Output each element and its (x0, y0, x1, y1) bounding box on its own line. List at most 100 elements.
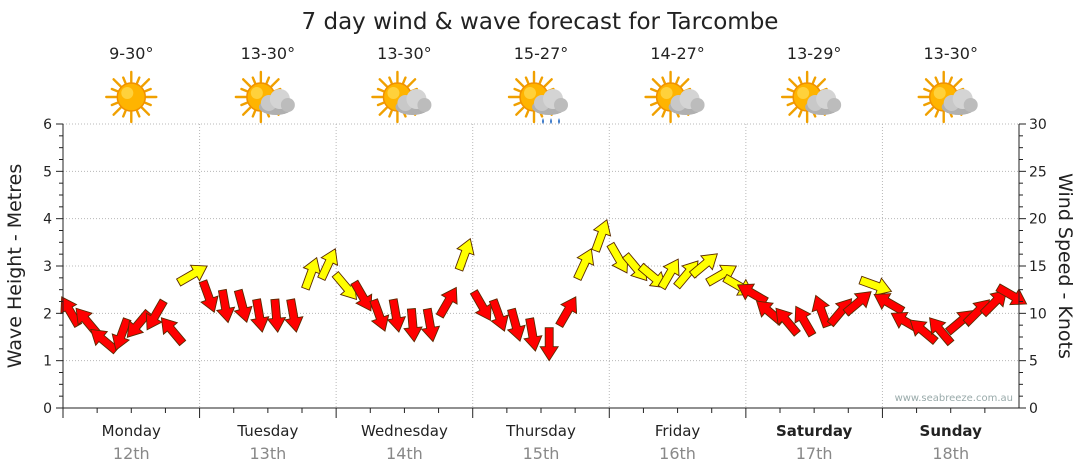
temp-label: 13-30° (241, 44, 296, 63)
wind-arrow-shape (539, 327, 560, 362)
wind-arrow (90, 328, 120, 355)
sun-ray (788, 106, 798, 116)
sun-ray (401, 76, 407, 85)
sun-ray (143, 87, 152, 93)
sun-ray (953, 78, 963, 88)
sun-ray (241, 106, 252, 116)
wind-arrow (688, 253, 718, 279)
wind-arrow (573, 248, 595, 281)
wind-arrow (111, 317, 132, 351)
temp-label: 9-30° (109, 44, 153, 63)
sun-ray (543, 78, 553, 88)
wind-arrow (454, 237, 475, 272)
sun-highlight (660, 87, 673, 99)
left-tick-label: 1 (43, 354, 52, 370)
right-axis-label: Wind Speed - Knots (1054, 173, 1076, 359)
left-tick-label: 4 (43, 212, 52, 228)
date-label: 17th (796, 444, 833, 463)
sun-cloud-icon (780, 70, 842, 124)
wind-arrow (591, 218, 612, 253)
right-tick-label: 5 (1029, 354, 1038, 370)
sun-ray (122, 109, 127, 118)
wind-arrow (250, 298, 270, 333)
wind-arrow-shape (794, 305, 817, 338)
wind-arrow-shape (637, 262, 667, 289)
wind-arrow-shape (284, 298, 304, 333)
sun-ray (934, 109, 940, 118)
day-label: Thursday (505, 422, 576, 440)
sun-ray (679, 78, 690, 88)
date-label: 16th (659, 444, 696, 463)
date-label: 13th (249, 444, 286, 463)
right-tick-label: 30 (1029, 117, 1047, 133)
temp-label: 13-30° (923, 44, 978, 63)
sun-ray (651, 78, 662, 88)
sun-ray (649, 101, 658, 107)
wind-arrow-shape (811, 294, 832, 329)
left-tick-label: 2 (43, 306, 52, 322)
sun-cloud-icon (371, 70, 432, 124)
date-label: 12th (113, 444, 150, 463)
wind-arrow (233, 288, 253, 324)
left-tick-label: 6 (43, 117, 52, 133)
sun-ray (811, 76, 817, 85)
wind-arrow-shape (266, 298, 287, 334)
sun-highlight (387, 87, 400, 99)
wind-arrow-shape (929, 317, 955, 347)
wind-arrow (736, 283, 769, 306)
day-label: Monday (102, 422, 161, 440)
sun-ray (240, 101, 249, 107)
wind-arrow (350, 279, 373, 312)
sun-ray (651, 106, 662, 116)
sun-ray (797, 76, 803, 85)
wind-arrow (539, 327, 560, 362)
wind-arrow-shape (111, 317, 132, 351)
sun-ray (923, 87, 932, 93)
wind-arrow-shape (403, 308, 423, 343)
sun-ray (924, 106, 935, 116)
wind-arrow-shape (979, 289, 1008, 318)
sun-ray (661, 109, 667, 118)
wind-arrow (842, 291, 872, 317)
right-tick-label: 15 (1029, 259, 1047, 275)
wind-arrow (284, 298, 304, 333)
wind-arrow (929, 317, 955, 347)
sun-icon (105, 70, 158, 124)
wind-arrow-shape (555, 296, 578, 329)
day-label: Saturday (776, 422, 853, 440)
date-label: 18th (932, 444, 969, 463)
wind-arrow (215, 288, 236, 324)
left-axis-label: Wave Height - Metres (4, 164, 26, 368)
day-label: Sunday (920, 422, 983, 440)
wind-arrow-shape (160, 317, 187, 347)
cloud-part (554, 98, 568, 112)
sun-ray (376, 101, 385, 107)
right-tick-label: 25 (1029, 164, 1047, 180)
sun-ray (122, 76, 127, 85)
sun-cloud-rain-icon (507, 70, 568, 124)
sun-ray (923, 101, 932, 107)
wind-arrow (420, 307, 441, 343)
wind-arrow (488, 298, 509, 332)
wind-arrow-shape (591, 218, 612, 253)
day-label: Friday (655, 422, 701, 440)
wind-arrow (386, 298, 407, 333)
left-tick-label: 3 (43, 259, 52, 275)
wind-arrow (637, 262, 667, 289)
wind-arrow (657, 258, 680, 291)
sun-ray (270, 78, 280, 88)
sun-ray (251, 76, 257, 85)
cloud-part (690, 98, 705, 112)
wind-arrow (145, 298, 168, 331)
sun-ray (135, 109, 141, 118)
sun-ray (135, 76, 141, 85)
sun-highlight (797, 87, 810, 99)
wind-arrow-shape (126, 308, 153, 338)
sun-ray (649, 87, 658, 93)
wind-arrow (523, 317, 543, 352)
wind-arrow (873, 293, 906, 315)
temp-label: 13-30° (377, 44, 432, 63)
date-label: 14th (386, 444, 423, 463)
wind-arrow-shape (420, 307, 441, 343)
wind-arrow (317, 248, 339, 281)
